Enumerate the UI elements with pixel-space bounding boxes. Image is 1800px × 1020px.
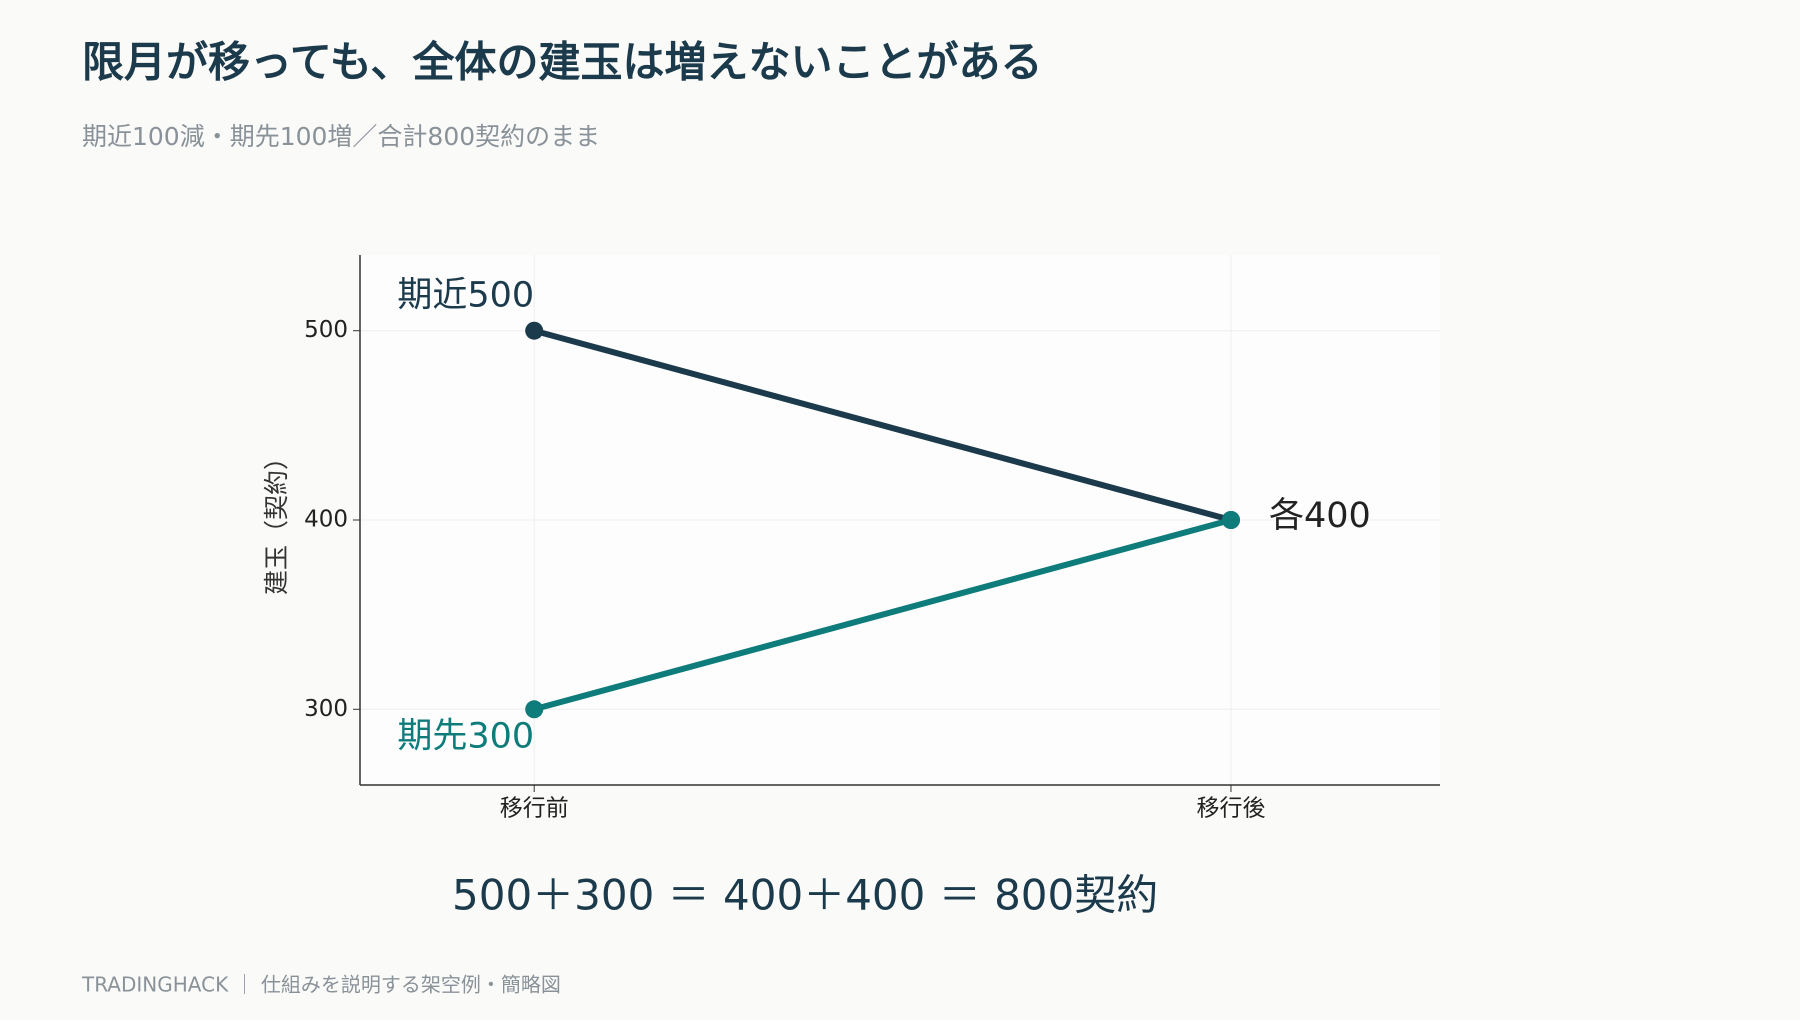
chart-subtitle: 期近100減・期先100増／合計800契約のまま xyxy=(82,122,600,151)
x-tick-label: 移行後 xyxy=(1196,796,1265,822)
y-tick-label: 400 xyxy=(304,507,348,533)
point xyxy=(525,700,544,719)
annotation: 期先300 xyxy=(397,716,534,756)
point xyxy=(1221,511,1240,529)
chart-title: 限月が移っても、全体の建玉は増えないことがある xyxy=(82,38,1043,87)
x-tick-label: 移行前 xyxy=(500,796,569,822)
y-tick-label: 500 xyxy=(304,317,348,343)
footer: TRADINGHACK ｜ 仕組みを説明する架空例・簡略図 xyxy=(81,973,561,997)
y-tick-label: 300 xyxy=(304,696,348,722)
series-line xyxy=(533,327,1232,523)
point xyxy=(525,321,544,340)
formula: 500＋300 ＝ 400＋400 ＝ 800契約 xyxy=(452,871,1158,920)
series-line xyxy=(533,517,1232,713)
y-axis-label: 建玉（契約） xyxy=(262,445,291,595)
annotation: 各400 xyxy=(1269,496,1371,536)
annotation: 期近500 xyxy=(397,276,534,316)
